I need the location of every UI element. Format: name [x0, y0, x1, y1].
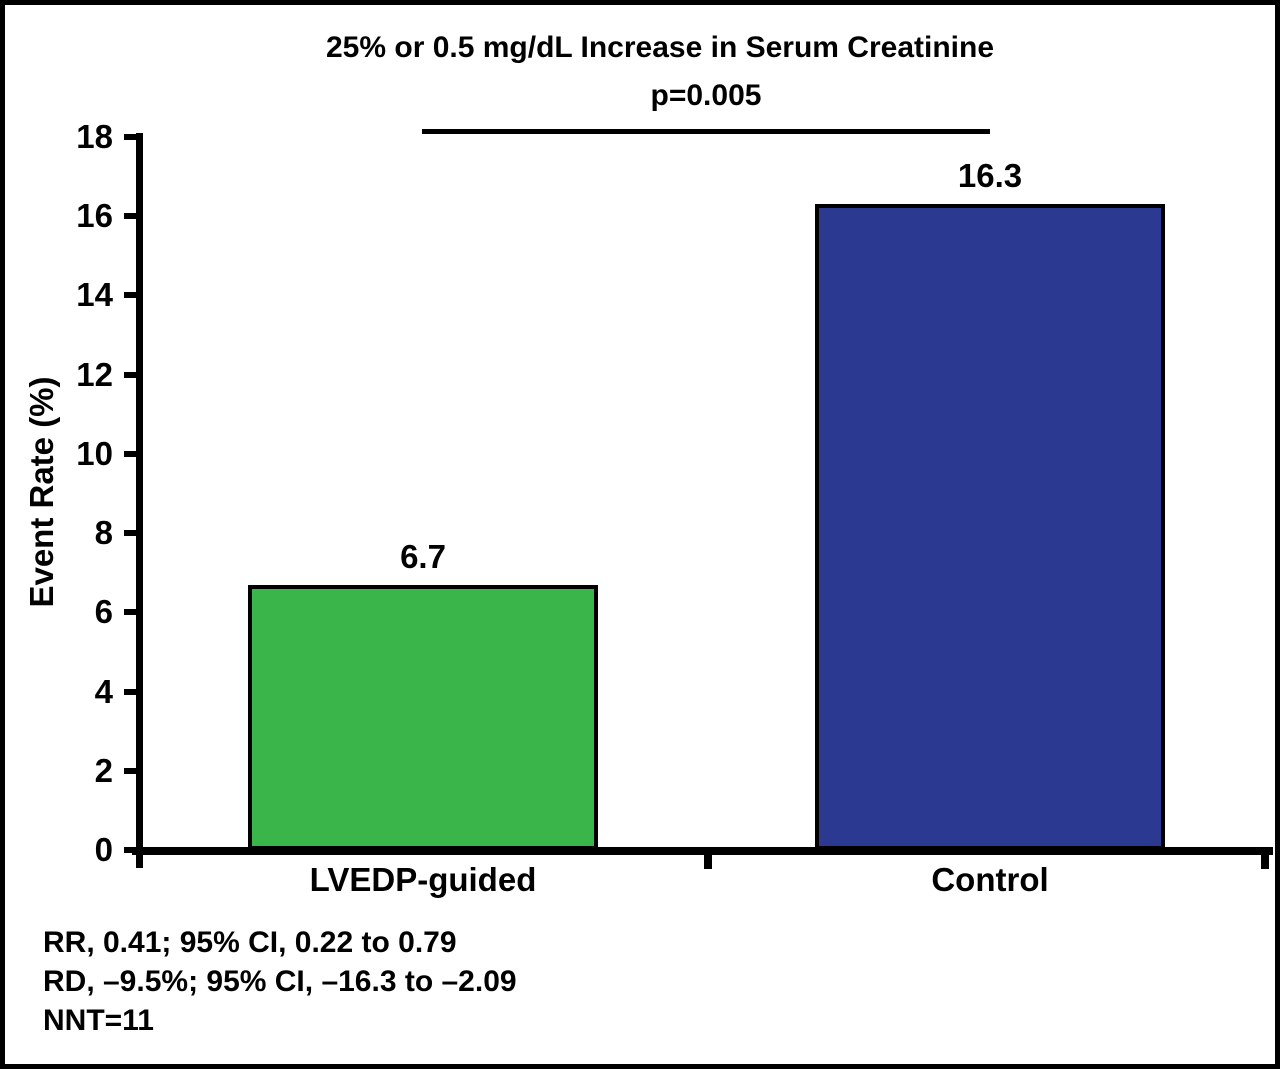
- y-axis-line: [136, 133, 143, 868]
- significance-line: [422, 129, 990, 134]
- y-tick-mark: [124, 450, 138, 457]
- y-axis-title: Event Rate (%): [23, 376, 60, 608]
- y-tick-mark: [124, 767, 138, 774]
- x-axis-tick-mark: [704, 851, 712, 869]
- y-tick-label: 6: [94, 593, 113, 631]
- bar-value-label-lvedp-guided: 6.7: [400, 537, 446, 575]
- bar-value-label-control: 16.3: [957, 157, 1023, 195]
- y-tick-mark: [124, 371, 138, 378]
- x-axis-line: [132, 847, 1273, 855]
- p-value-label: p=0.005: [650, 79, 762, 112]
- y-tick-label: 16: [76, 197, 113, 235]
- chart-title: 25% or 0.5 mg/dL Increase in Serum Creat…: [325, 31, 995, 64]
- x-category-label-lvedp-guided: LVEDP-guided: [309, 861, 537, 898]
- y-tick-label: 4: [94, 672, 113, 710]
- y-tick-mark: [124, 213, 138, 220]
- y-tick-label: 0: [94, 831, 113, 868]
- x-axis-tick-mark: [1261, 851, 1269, 869]
- y-tick-label: 12: [76, 355, 113, 393]
- footnotes-block: RR, 0.41; 95% CI, 0.22 to 0.79 RD, –9.5%…: [43, 923, 517, 1040]
- bar-lvedp-guided: [248, 584, 598, 850]
- footnote-rd: RD, –9.5%; 95% CI, –16.3 to –2.09: [43, 965, 517, 998]
- footnote-rr: RR, 0.41; 95% CI, 0.22 to 0.79: [43, 926, 457, 959]
- y-tick-mark: [124, 134, 138, 140]
- bar-control: [815, 204, 1165, 850]
- y-tick-mark: [124, 847, 138, 853]
- footnote-nnt: NNT=11: [43, 1004, 154, 1037]
- y-tick-label: 2: [94, 751, 113, 789]
- x-category-label-control: Control: [931, 861, 1049, 898]
- y-tick-mark: [124, 530, 138, 537]
- y-tick-label: 18: [76, 118, 113, 155]
- y-tick-mark: [124, 609, 138, 616]
- y-tick-label: 14: [76, 276, 113, 314]
- y-tick-mark: [124, 292, 138, 299]
- y-tick-label: 8: [94, 514, 113, 552]
- y-tick-mark: [124, 688, 138, 695]
- y-tick-label: 10: [76, 434, 113, 472]
